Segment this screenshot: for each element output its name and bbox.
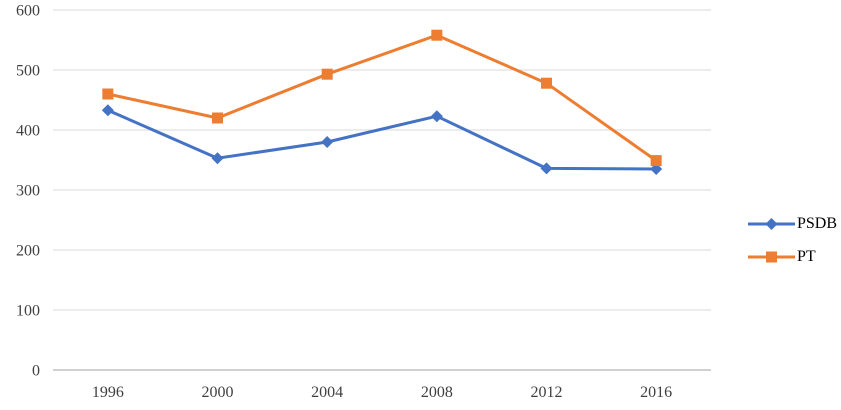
data-point-marker bbox=[102, 88, 114, 100]
data-point-marker bbox=[212, 112, 223, 124]
y-tick-label: 100 bbox=[16, 303, 40, 320]
plot-area: 0 100 200 300 400 500 600 1996 2000 2004 2008 2012 2… bbox=[16, 3, 711, 401]
x-tick-label: 1996 bbox=[92, 384, 124, 401]
data-point-marker bbox=[101, 104, 114, 117]
chart-legend: PSDB PT bbox=[748, 212, 837, 269]
data-point-marker bbox=[321, 136, 334, 148]
x-tick-label: 2004 bbox=[311, 384, 343, 401]
x-tick-label: 2012 bbox=[531, 384, 563, 401]
data-point-marker bbox=[540, 162, 553, 175]
y-tick-label: 500 bbox=[16, 63, 40, 80]
y-tick-label: 400 bbox=[16, 123, 40, 140]
legend-item-psdb: PSDB bbox=[748, 212, 837, 236]
pt-line-square-icon bbox=[748, 251, 795, 263]
y-tick-label: 0 bbox=[32, 363, 40, 380]
x-tick-label: 2016 bbox=[640, 384, 672, 401]
psdb-line-diamond-icon bbox=[748, 218, 795, 230]
data-point-marker bbox=[321, 68, 333, 80]
x-tick-label: 2008 bbox=[421, 384, 453, 401]
legend-label-psdb: PSDB bbox=[797, 215, 838, 232]
data-point-marker bbox=[211, 152, 224, 165]
y-tick-label: 300 bbox=[16, 183, 40, 200]
data-point-marker bbox=[766, 251, 777, 263]
x-tick-label: 2000 bbox=[202, 384, 234, 401]
data-point-marker bbox=[541, 77, 552, 89]
y-tick-label: 200 bbox=[16, 243, 40, 260]
data-point-marker bbox=[431, 29, 443, 41]
y-tick-label: 600 bbox=[16, 3, 40, 20]
series-line-pt bbox=[106, 33, 658, 163]
series-line-psdb bbox=[106, 108, 658, 171]
legend-item-pt: PT bbox=[748, 245, 837, 269]
data-point-marker bbox=[650, 155, 662, 167]
data-point-marker bbox=[765, 218, 778, 230]
data-point-marker bbox=[430, 110, 443, 123]
legend-label-pt: PT bbox=[797, 248, 816, 265]
